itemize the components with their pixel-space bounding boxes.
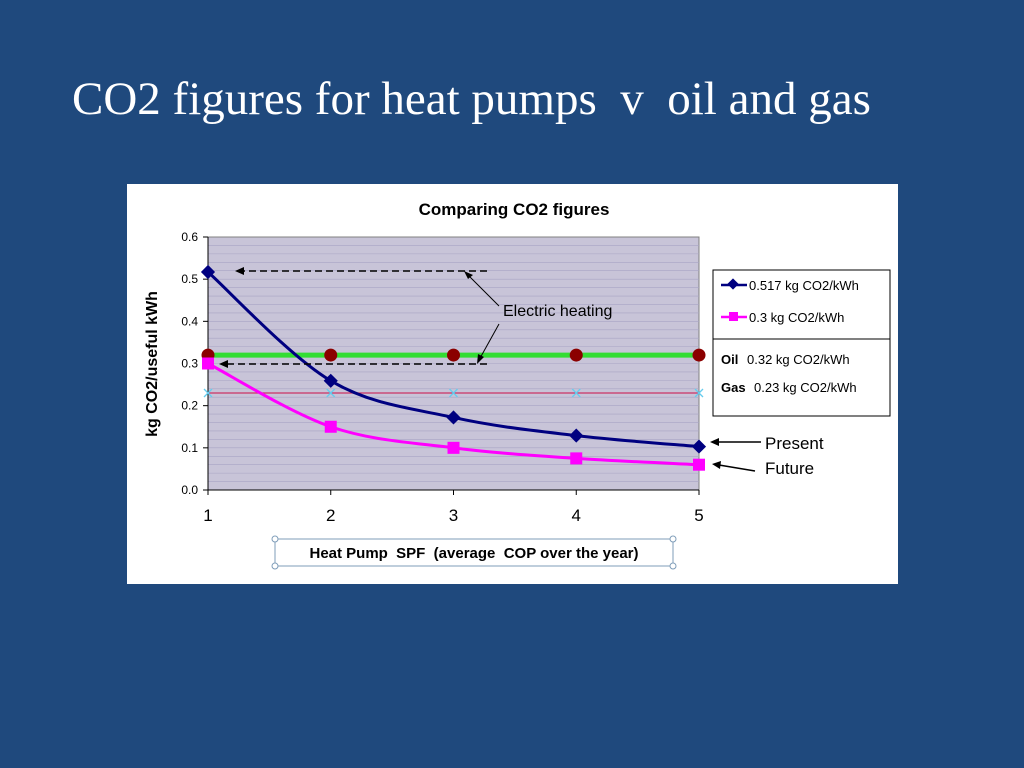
y-tick-label: 0.5 (181, 272, 198, 286)
oil-circle-marker (324, 348, 338, 362)
callout-line-down (478, 323, 500, 361)
series-lines (200, 264, 707, 471)
grid-lines (208, 245, 699, 482)
legend-square-marker (729, 312, 738, 321)
arrowhead (477, 354, 484, 364)
future-arrow-line (718, 464, 756, 472)
annotation-future: Future (765, 459, 814, 478)
co2-chart: Comparing CO2 figures 0.0 0.1 0.2 0.3 0.4 0.5… (144, 200, 891, 570)
legend-label-gas: Gas (721, 380, 746, 395)
arrowhead (710, 438, 719, 446)
axes: 0.0 0.1 0.2 0.3 0.4 0.5 0.6 1 2 3 4 5 (181, 230, 703, 525)
reference-lines (201, 348, 706, 398)
x-tick-label: 3 (449, 506, 458, 525)
gas-x-marker (203, 388, 213, 398)
y-tick-label: 0.0 (181, 483, 198, 497)
arrowhead (219, 360, 228, 368)
legend-value-gas: 0.23 kg CO2/kWh (754, 380, 857, 395)
legend-label-electric-present: 0.517 kg CO2/kWh (749, 278, 859, 293)
diamond-marker (323, 373, 338, 388)
oil-circle-marker (692, 348, 706, 362)
gas-x-marker (571, 388, 581, 398)
chart-title: Comparing CO2 figures (419, 200, 610, 219)
chart-panel: Comparing CO2 figures 0.0 0.1 0.2 0.3 0.4 0.5… (127, 184, 898, 584)
square-marker (570, 452, 583, 465)
arrowhead (464, 271, 473, 279)
oil-circle-marker (447, 348, 460, 362)
square-marker (447, 441, 460, 454)
legend: 0.517 kg CO2/kWh 0.3 kg CO2/kWh Oil 0.32… (712, 269, 891, 417)
gas-x-marker (694, 388, 704, 398)
y-tick-label: 0.6 (181, 230, 198, 244)
y-tick-label: 0.1 (181, 441, 198, 455)
y-tick-label: 0.2 (181, 399, 198, 413)
x-tick-label: 1 (203, 506, 212, 525)
square-marker (693, 458, 705, 471)
x-tick-label: 4 (572, 506, 581, 525)
legend-value-oil: 0.32 kg CO2/kWh (747, 352, 850, 367)
square-marker (202, 357, 214, 370)
y-axis-label: kg CO2/useful kWh (144, 291, 161, 437)
slide-title: CO2 figures for heat pumps v oil and gas (72, 73, 871, 125)
arrowhead (235, 267, 244, 275)
diamond-marker (446, 410, 461, 425)
annotation-arrows (219, 267, 761, 472)
arrowhead (712, 461, 721, 469)
x-tick-label: 2 (326, 506, 335, 525)
diamond-marker (569, 428, 584, 443)
y-tick-label: 0.3 (181, 357, 198, 371)
oil-circle-marker (569, 348, 583, 362)
x-axis-label: Heat Pump SPF (average COP over the year… (309, 545, 638, 562)
diamond-marker (691, 439, 707, 454)
gas-x-marker (449, 388, 458, 398)
y-tick-label: 0.4 (181, 314, 198, 328)
gas-x-marker (326, 388, 336, 398)
square-marker (324, 420, 337, 433)
legend-label-electric-future: 0.3 kg CO2/kWh (749, 310, 844, 325)
callout-line-up (467, 274, 500, 307)
legend-label-oil: Oil (721, 352, 738, 367)
x-axis-label-box[interactable]: Heat Pump SPF (average COP over the year… (271, 535, 677, 570)
annotation-present: Present (765, 434, 824, 453)
annotation-electric-heating: Electric heating (503, 303, 612, 320)
x-tick-label: 5 (694, 506, 703, 525)
